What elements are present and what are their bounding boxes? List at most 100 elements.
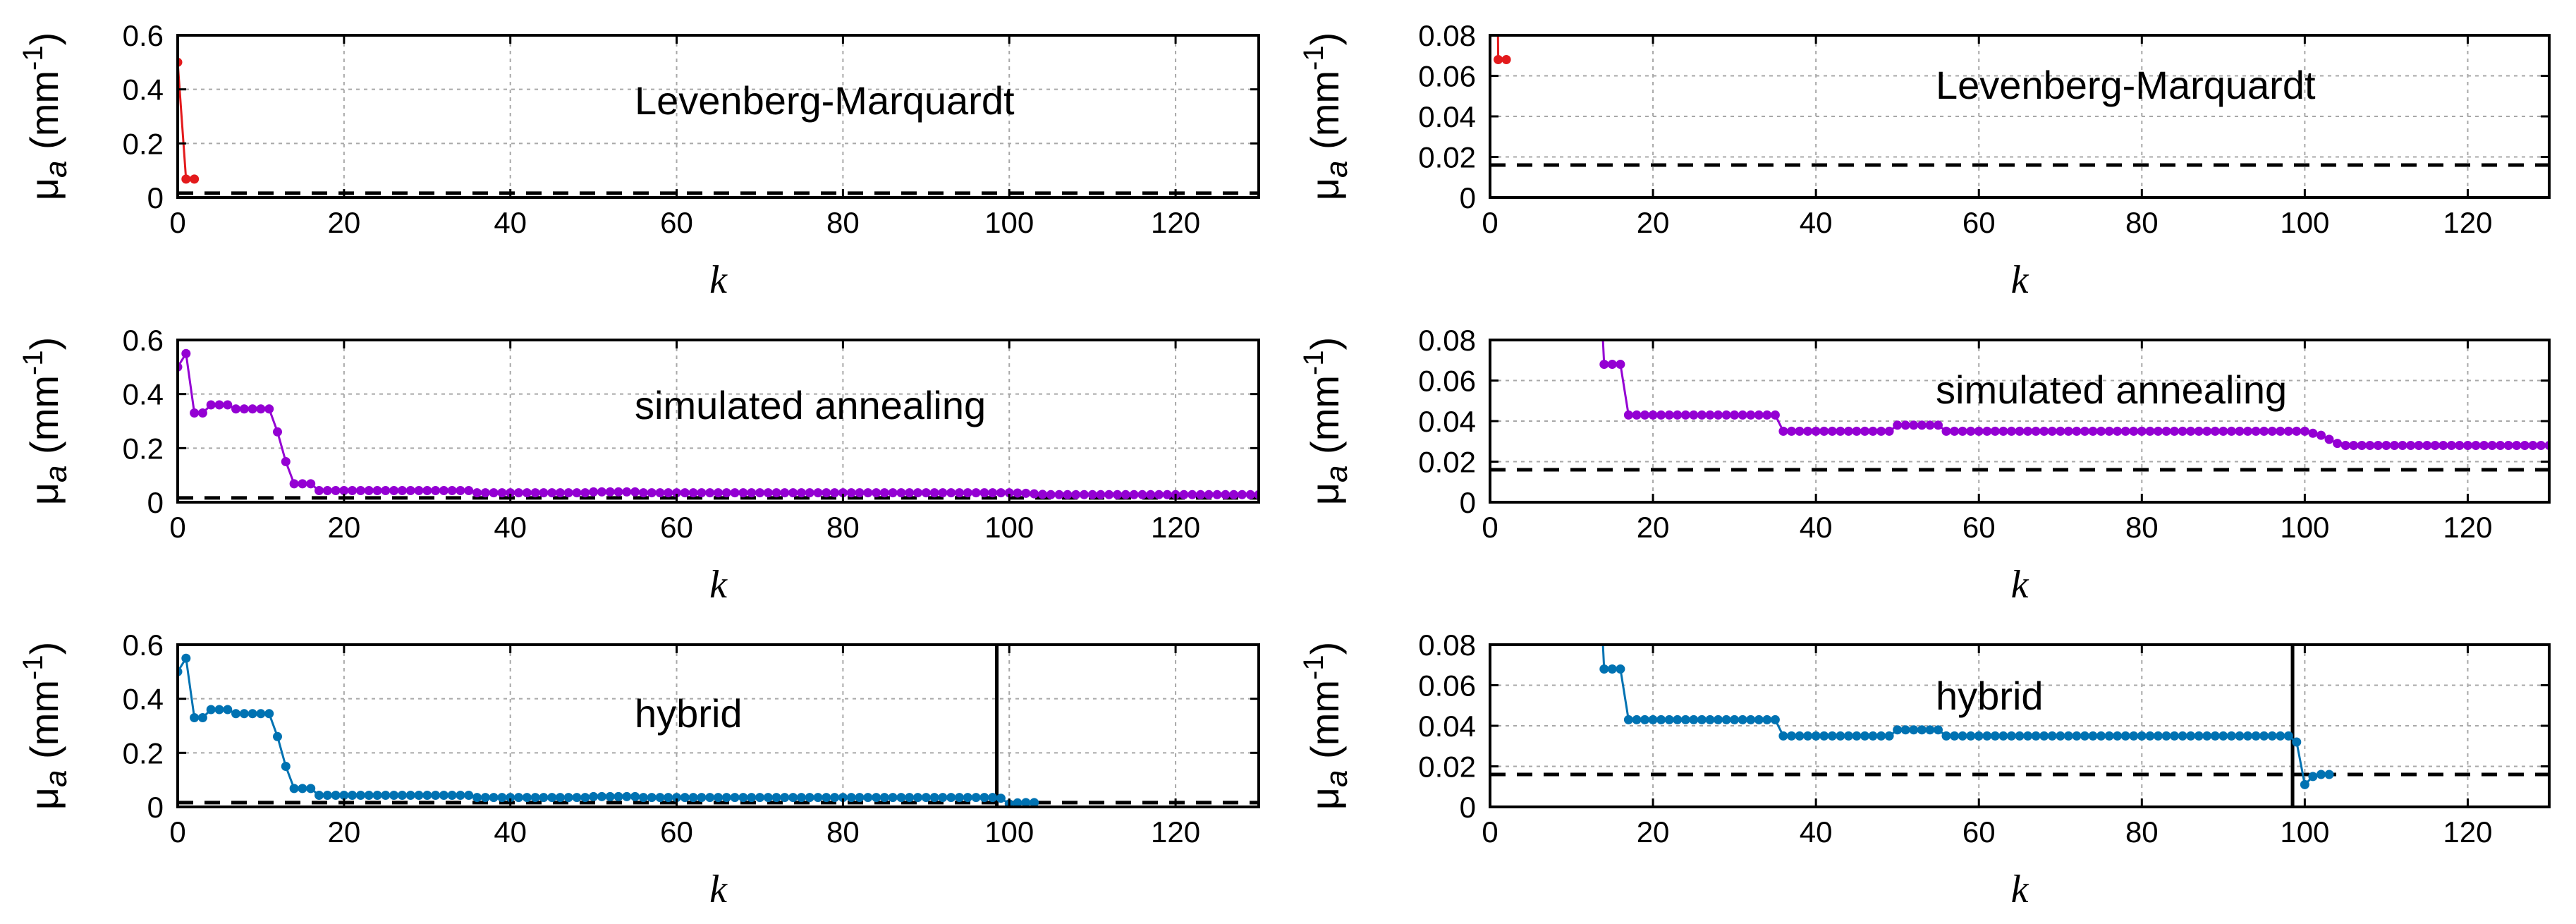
- data-series: [1494, 35, 1511, 64]
- y-label-subscript: a: [39, 161, 73, 178]
- data-point: [955, 793, 964, 803]
- data-point: [830, 793, 840, 803]
- data-point: [2072, 426, 2082, 436]
- data-point: [1974, 426, 1984, 436]
- data-point: [2210, 731, 2220, 741]
- x-tick-label: 60: [1962, 815, 1996, 849]
- data-point: [181, 174, 191, 184]
- data-point: [2063, 426, 2073, 436]
- data-point: [1689, 715, 1699, 724]
- data-point: [1113, 490, 1122, 499]
- y-tick-label: 0.4: [123, 378, 164, 411]
- data-point: [771, 793, 781, 803]
- data-point: [1868, 426, 1878, 436]
- data-point: [1843, 731, 1853, 741]
- x-tick-label: 100: [984, 511, 1034, 544]
- x-tick-label: 100: [984, 815, 1034, 849]
- data-point: [248, 709, 257, 719]
- x-tick-label: 120: [1151, 511, 1200, 544]
- y-label-exponent: -1: [1298, 655, 1329, 680]
- x-tick-label: 20: [327, 815, 360, 849]
- data-point: [1998, 426, 2008, 436]
- data-point: [2186, 426, 2196, 436]
- data-point: [822, 793, 831, 803]
- data-point: [979, 488, 989, 498]
- data-point: [1827, 426, 1837, 436]
- data-point: [580, 793, 590, 803]
- data-point: [2479, 441, 2489, 450]
- data-point: [2178, 731, 2187, 741]
- data-point: [447, 791, 457, 800]
- data-point: [996, 488, 1006, 498]
- data-point: [389, 791, 399, 800]
- data-point: [1021, 798, 1031, 807]
- x-axis-label: k: [2011, 258, 2029, 302]
- data-point: [431, 791, 441, 800]
- data-point: [2308, 428, 2318, 438]
- data-point: [2129, 731, 2139, 741]
- data-point: [1494, 55, 1503, 64]
- data-point: [1697, 715, 1707, 724]
- x-tick-label: 80: [826, 206, 860, 239]
- data-point: [1770, 715, 1780, 724]
- data-point: [530, 488, 540, 498]
- x-tick-label: 20: [1637, 815, 1670, 849]
- series-line: [178, 62, 195, 181]
- x-tick-label: 120: [1151, 206, 1200, 239]
- data-point: [1212, 490, 1222, 499]
- data-point: [1925, 725, 1935, 735]
- data-point: [422, 486, 432, 495]
- data-point: [2218, 426, 2228, 436]
- data-point: [796, 793, 806, 803]
- y-tick-label: 0: [147, 181, 164, 214]
- y-tick-label: 0.02: [1418, 141, 1476, 174]
- data-point: [2324, 770, 2334, 779]
- data-point: [896, 488, 906, 498]
- y-label-unit: (mm: [22, 71, 66, 161]
- data-point: [1013, 488, 1023, 498]
- data-point: [1998, 731, 2008, 741]
- data-point: [464, 791, 474, 800]
- data-point: [2056, 426, 2065, 436]
- data-point: [921, 793, 931, 803]
- data-point: [1860, 731, 1869, 741]
- data-point: [2357, 441, 2367, 450]
- y-label-close: ): [1302, 32, 1347, 46]
- data-point: [2251, 426, 2261, 436]
- data-point: [1104, 490, 1114, 499]
- data-point: [664, 793, 673, 803]
- y-axis-label: μa (mm-1): [1298, 642, 1354, 810]
- data-point: [2455, 441, 2465, 450]
- data-series: [1599, 645, 2334, 789]
- data-point: [1154, 490, 1164, 499]
- data-point: [1868, 731, 1878, 741]
- data-point: [489, 793, 499, 803]
- panel-5: 0 20 40 60 80 100 120 0 0.2 0.4 0.6 k μa (mm-1) hybri…: [18, 628, 1260, 911]
- plot-frame: [176, 339, 1260, 504]
- data-point: [1893, 420, 1903, 430]
- data-point: [2292, 737, 2302, 747]
- data-point: [2267, 731, 2277, 741]
- data-point: [2161, 426, 2171, 436]
- data-point: [231, 404, 240, 414]
- data-point: [846, 488, 856, 498]
- data-point: [372, 486, 382, 495]
- data-point: [2072, 731, 2082, 741]
- data-point: [1037, 490, 1047, 499]
- data-point: [1501, 55, 1511, 64]
- data-point: [2226, 731, 2236, 741]
- data-point: [714, 488, 723, 498]
- x-tick-label: 40: [1800, 206, 1833, 239]
- data-point: [905, 793, 915, 803]
- y-label-unit: (mm: [1302, 71, 1347, 161]
- y-axis-label: μa (mm-1): [1298, 337, 1354, 506]
- data-point: [1730, 410, 1740, 420]
- x-tick-label: 80: [2125, 815, 2159, 849]
- y-label-exponent: -1: [1298, 45, 1329, 71]
- y-label-exponent: -1: [18, 350, 49, 375]
- y-tick-label: 0.2: [123, 736, 164, 770]
- data-point: [1137, 490, 1147, 499]
- data-point: [788, 488, 798, 498]
- y-tick-label: 0.6: [123, 19, 164, 52]
- y-label-subscript: a: [1319, 466, 1354, 482]
